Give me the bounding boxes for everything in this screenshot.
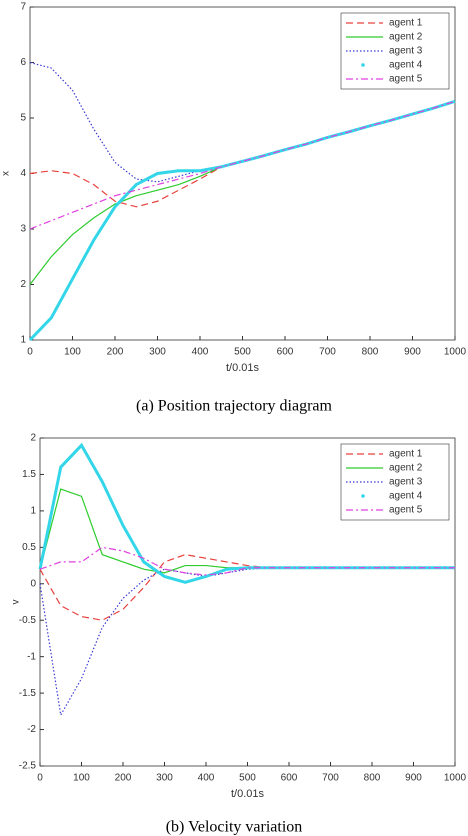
series-line	[29, 100, 456, 230]
x-tick-label: 400	[192, 347, 209, 358]
y-tick-label: 2	[30, 433, 36, 444]
x-tick-label: 700	[322, 773, 339, 784]
x-tick-label: 100	[64, 347, 81, 358]
x-tick-label: 500	[239, 773, 256, 784]
y-tick-label: 0	[30, 578, 36, 589]
x-tick-label: 200	[115, 773, 132, 784]
legend-label: agent 3	[389, 477, 423, 488]
y-tick-label: -0.5	[19, 615, 37, 626]
x-tick-label: 800	[364, 773, 381, 784]
y-tick-label: 1	[30, 506, 36, 517]
y-axis-label: x	[1, 171, 12, 176]
x-tick-label: 600	[281, 773, 298, 784]
legend-label: agent 5	[389, 74, 423, 85]
legend-label: agent 1	[389, 18, 423, 29]
legend-label: agent 4	[389, 491, 423, 502]
legend-swatch	[361, 63, 365, 67]
series-line	[39, 546, 455, 576]
legend-swatch	[361, 494, 365, 498]
x-tick-label: 600	[277, 347, 294, 358]
x-tick-label: 200	[107, 347, 124, 358]
series-line	[38, 442, 455, 584]
caption: (a) Position trajectory diagram	[136, 398, 332, 415]
y-tick-label: -2.5	[19, 761, 37, 772]
legend-label: agent 5	[389, 505, 423, 516]
legend-label: agent 2	[389, 463, 423, 474]
x-tick-label: 100	[73, 773, 90, 784]
x-tick-label: 300	[149, 347, 166, 358]
x-tick-label: 900	[405, 773, 422, 784]
x-tick-label: 400	[198, 773, 215, 784]
legend-label: agent 3	[389, 46, 423, 57]
y-tick-label: 3	[20, 224, 26, 235]
legend-box	[340, 443, 450, 521]
x-axis-label: t/0.01s	[231, 788, 265, 800]
y-tick-label: -1.5	[19, 688, 37, 699]
y-tick-label: 2	[20, 279, 26, 290]
y-tick-label: -2	[27, 724, 36, 735]
y-tick-label: 0.5	[22, 542, 36, 553]
x-tick-label: 800	[362, 347, 379, 358]
x-tick-label: 1000	[444, 347, 467, 358]
y-tick-label: 7	[20, 2, 26, 13]
x-tick-label: 500	[234, 347, 251, 358]
y-tick-label: -1	[27, 651, 36, 662]
x-tick-label: 700	[319, 347, 336, 358]
x-tick-label: 0	[27, 347, 33, 358]
y-tick-label: 1	[20, 335, 26, 346]
y-tick-label: 1.5	[22, 469, 36, 480]
y-tick-label: 6	[20, 57, 26, 68]
x-tick-label: 900	[404, 347, 421, 358]
y-tick-label: 4	[20, 168, 26, 179]
legend-label: agent 2	[389, 32, 423, 43]
legend-label: agent 1	[389, 449, 423, 460]
x-tick-label: 300	[156, 773, 173, 784]
y-tick-label: 5	[20, 113, 26, 124]
x-tick-label: 1000	[444, 773, 467, 784]
legend-box	[340, 12, 450, 90]
x-axis-label: t/0.01s	[226, 362, 260, 374]
x-tick-label: 0	[37, 773, 43, 784]
legend-label: agent 4	[389, 60, 423, 71]
caption: (b) Velocity variation	[166, 819, 303, 836]
y-axis-label: v	[11, 600, 22, 605]
